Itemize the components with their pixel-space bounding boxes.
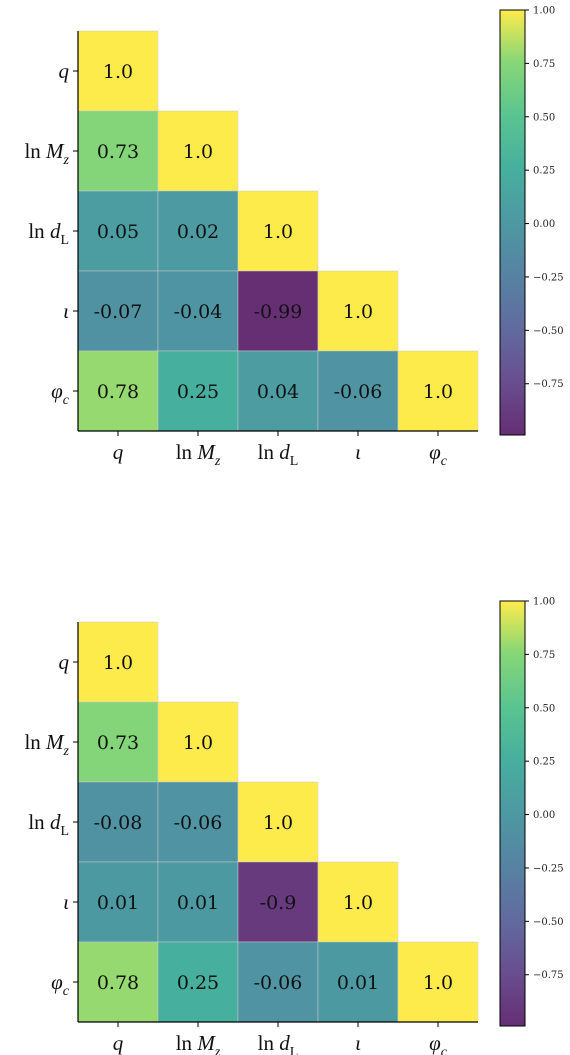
x-tick-label: q (113, 440, 124, 464)
cell-value-label: 0.01 (97, 892, 139, 914)
heatmap-cell (77, 781, 159, 863)
cell-value-label: 1.0 (423, 381, 453, 403)
colorbar (499, 600, 526, 1027)
heatmap-cell (237, 781, 319, 863)
heatmap-cell (317, 350, 399, 432)
cell-value-label: -0.06 (254, 972, 303, 994)
cell-value-label: 1.0 (103, 652, 133, 674)
cell-value-label: 0.05 (97, 221, 139, 243)
heatmap-panel-bottom: 1.0 0.73 1.0 -0.08 -0.06 1.0 0.01 0.01 -0.9 1.0 0.… (24, 597, 563, 1055)
cell-value-label: 1.0 (183, 732, 213, 754)
colorbar-tick-label: −0.25 (533, 272, 564, 283)
x-tick-label: ln Mz (176, 1031, 221, 1055)
heatmap-cell (317, 861, 399, 943)
colorbar-tick-label: 1.00 (533, 6, 555, 17)
colorbar-tick-label: 0.25 (533, 757, 555, 768)
colorbar-tick-label: −0.75 (533, 970, 564, 981)
x-tick-label: ln Mz (176, 440, 221, 469)
y-tick-label: φc (51, 379, 70, 408)
cell-value-label: 0.73 (97, 141, 139, 163)
cell-value-label: 1.0 (343, 301, 373, 323)
y-tick-label: ln dL (28, 810, 69, 839)
heatmap-cell (157, 110, 239, 192)
colorbar-tick-label: −0.50 (533, 917, 564, 928)
cell-value-label: 1.0 (263, 221, 293, 243)
x-tick-label: ι (355, 1031, 361, 1055)
heatmap-cell (237, 941, 319, 1023)
heatmap-cell (77, 861, 159, 943)
heatmap-cell (397, 941, 479, 1023)
colorbar-tick-label: 0.50 (533, 112, 555, 123)
heatmap-cell (77, 30, 159, 112)
y-tick-label: ln Mz (24, 139, 69, 168)
cell-value-label: 0.78 (97, 381, 139, 403)
heatmap-cell (317, 270, 399, 352)
heatmap-cell (157, 781, 239, 863)
cell-value-label: 0.04 (257, 381, 299, 403)
y-tick-label: q (59, 59, 70, 83)
cell-value-label: -0.9 (260, 892, 297, 914)
heatmap-cell (157, 941, 239, 1023)
heatmap-cell (157, 190, 239, 272)
heatmap-cell (157, 270, 239, 352)
cell-value-label: 0.78 (97, 972, 139, 994)
colorbar-tick-label: −0.50 (533, 326, 564, 337)
colorbar-tick-label: 0.75 (533, 650, 555, 661)
cell-value-label: 0.01 (337, 972, 379, 994)
y-tick-label: ι (63, 299, 69, 323)
cell-value-label: -0.04 (174, 301, 223, 323)
heatmap-cell (77, 190, 159, 272)
cell-value-label: 1.0 (263, 812, 293, 834)
colorbar-tick-label: 1.00 (533, 597, 555, 608)
heatmap-cell (77, 270, 159, 352)
x-tick-label: ln dL (258, 1031, 299, 1055)
cell-value-label: 1.0 (423, 972, 453, 994)
cell-value-label: -0.06 (334, 381, 383, 403)
heatmap-cell (77, 110, 159, 192)
colorbar-tick-label: 0.25 (533, 166, 555, 177)
y-tick-label: q (59, 650, 70, 674)
x-tick-label: φc (429, 1031, 448, 1055)
colorbar-tick-label: −0.25 (533, 863, 564, 874)
colorbar-tick-label: 0.50 (533, 703, 555, 714)
colorbar-tick-label: 0.00 (533, 810, 555, 821)
cell-value-label: 0.73 (97, 732, 139, 754)
heatmap-cell (157, 701, 239, 783)
cell-value-label: 0.01 (177, 892, 219, 914)
heatmap-cell (237, 350, 319, 432)
cell-value-label: 0.02 (177, 221, 219, 243)
colorbar-tick-label: 0.00 (533, 219, 555, 230)
heatmap-cell (237, 190, 319, 272)
heatmap-cell (77, 621, 159, 703)
colorbar (499, 9, 526, 436)
cell-value-label: 1.0 (343, 892, 373, 914)
heatmap-cell (77, 701, 159, 783)
x-tick-label: φc (429, 440, 448, 469)
cell-value-label: -0.06 (174, 812, 223, 834)
heatmap-cell (157, 350, 239, 432)
cell-value-label: -0.99 (254, 301, 303, 323)
x-tick-label: ln dL (258, 440, 299, 469)
y-tick-label: ι (63, 890, 69, 914)
cell-value-label: 1.0 (183, 141, 213, 163)
colorbar-tick-label: −0.75 (533, 379, 564, 390)
heatmap-cell (397, 350, 479, 432)
y-tick-label: φc (51, 970, 70, 999)
colorbar-tick-label: 0.75 (533, 59, 555, 70)
cell-value-label: 0.25 (177, 972, 219, 994)
heatmap-panel-top: 1.00.73 1.00.05 0.02 1.0-0.07 -0.04 -0.99 1.00… (24, 6, 563, 470)
x-tick-label: q (113, 1031, 124, 1055)
heatmap-cell (317, 941, 399, 1023)
x-tick-label: ι (355, 440, 361, 464)
cell-value-label: -0.08 (94, 812, 143, 834)
y-tick-label: ln Mz (24, 730, 69, 759)
cell-value-label: -0.07 (94, 301, 143, 323)
cell-value-label: 0.25 (177, 381, 219, 403)
y-tick-label: ln dL (28, 219, 69, 248)
cell-value-label: 1.0 (103, 61, 133, 83)
